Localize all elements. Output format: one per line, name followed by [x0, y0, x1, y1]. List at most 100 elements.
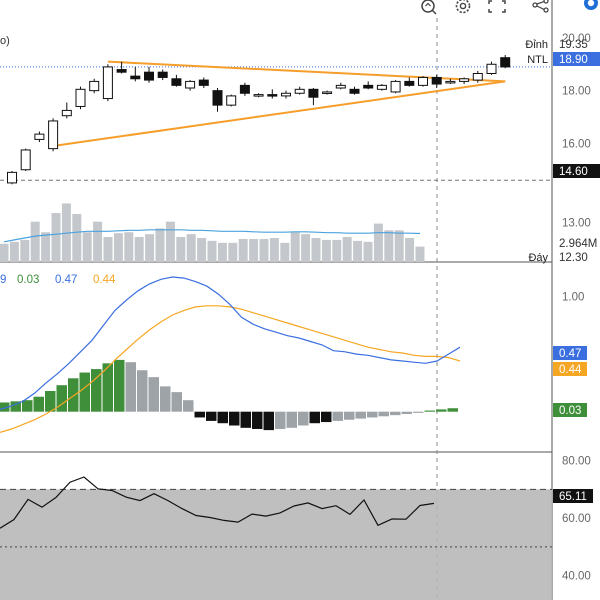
app-logo-icon	[584, 0, 598, 10]
volume-bar	[280, 242, 290, 262]
price-tag-value: 14.60	[559, 166, 588, 178]
candle-body	[144, 71, 154, 81]
macd-legend-value: 9	[0, 274, 6, 286]
price-tag-value: 19.35	[559, 39, 588, 51]
macd-histogram-bar	[183, 400, 194, 412]
volume-bar	[405, 238, 415, 262]
macd-histogram-bar	[194, 411, 205, 418]
macd-tag-value: 0.03	[559, 405, 581, 417]
macd-histogram-bar	[206, 411, 217, 421]
candle-body	[116, 69, 127, 73]
price-tag-value: 18.90	[559, 54, 588, 66]
macd-histogram-bar	[10, 401, 21, 412]
candle-body	[322, 91, 333, 94]
macd-histogram-bar	[160, 386, 171, 412]
candle-body	[48, 120, 59, 150]
candle-body	[486, 63, 497, 75]
macd-histogram-bar	[229, 411, 240, 426]
app-logo-button[interactable]	[578, 0, 600, 18]
macd-legend-value: 0.03	[17, 274, 39, 286]
macd-histogram-bar	[263, 411, 274, 431]
rsi-tick-label: 80.00	[562, 456, 591, 468]
candle-body	[20, 149, 31, 171]
volume-bar	[41, 232, 51, 262]
macd-histogram-bar	[56, 385, 67, 412]
candle-body	[212, 90, 223, 106]
candle-body	[294, 88, 305, 94]
price-tag-label: NTL	[527, 54, 548, 66]
macd-histogram-bar	[45, 390, 56, 412]
fullscreen-button[interactable]	[486, 0, 508, 18]
volume-bar	[113, 233, 123, 262]
macd-histogram-bar	[102, 363, 113, 412]
macd-histogram-bar	[240, 411, 251, 428]
zoom-reset-icon	[421, 0, 437, 15]
volume-bar	[186, 234, 196, 262]
zoom-reset-button[interactable]	[418, 0, 440, 18]
gear-icon	[455, 0, 471, 14]
price-tag-box	[553, 52, 600, 66]
volume-bar	[238, 238, 248, 262]
candle-body	[390, 80, 401, 93]
macd-histogram-bar	[367, 411, 378, 418]
candle-body	[253, 94, 264, 97]
macd-histogram-bar	[252, 411, 263, 429]
rsi-tick-label: 40.00	[562, 571, 591, 583]
candle-body	[185, 80, 196, 89]
candle-body	[102, 66, 113, 100]
volume-bar	[20, 239, 30, 262]
macd-histogram-bar	[424, 410, 435, 412]
macd-histogram-bar	[447, 408, 458, 412]
volume-bar	[269, 238, 279, 262]
price-tag-box	[553, 164, 600, 178]
candle-body	[500, 57, 511, 68]
macd-histogram-bar	[413, 411, 424, 413]
share-icon	[532, 0, 549, 13]
macd-histogram-bar	[378, 411, 389, 417]
macd-tick-label: 1.00	[562, 292, 584, 304]
candle-body	[472, 73, 483, 81]
macd-histogram-bar	[217, 411, 228, 424]
macd-histogram-bar	[275, 411, 286, 429]
settings-button[interactable]	[452, 0, 474, 18]
macd-histogram-bar	[148, 377, 159, 412]
volume-bar	[124, 232, 134, 262]
volume-bar	[290, 232, 300, 262]
candle-body	[130, 75, 141, 80]
volume-bar	[217, 242, 227, 262]
volume-bar	[259, 238, 269, 262]
macd-histogram-bar	[332, 411, 343, 421]
macd-histogram-bar	[33, 396, 44, 412]
candle-body	[34, 133, 45, 140]
trendline	[107, 60, 506, 83]
macd-histogram-bar	[22, 400, 33, 412]
volume-bar	[0, 243, 9, 262]
volume-bar	[176, 237, 186, 262]
price-tag-label: Đáy	[528, 252, 548, 264]
macd-histogram-bar	[0, 402, 10, 412]
macd-histogram-bar	[401, 411, 412, 414]
volume-bar	[321, 239, 331, 262]
price-tag-value: 2.964M	[559, 238, 597, 250]
candle-body	[363, 84, 374, 89]
volume-bar	[134, 237, 144, 262]
price-tick-label: 13.00	[562, 217, 591, 229]
share-button[interactable]	[530, 0, 552, 18]
macd-histogram-bar	[286, 411, 297, 428]
volume-bar	[9, 241, 19, 262]
volume-bar	[145, 234, 155, 262]
volume-bar	[384, 230, 394, 262]
macd-histogram-bar	[321, 411, 332, 423]
volume-bar	[342, 237, 352, 262]
volume-bar	[373, 223, 383, 262]
candle-body	[7, 171, 17, 184]
volume-bar	[353, 240, 363, 262]
macd-histogram-bar	[137, 370, 148, 412]
rsi-tag-box	[553, 489, 593, 503]
candle-body	[61, 109, 72, 117]
macd-histogram-bar	[436, 409, 447, 412]
rsi-tag-value: 65.11	[559, 491, 587, 503]
candle-body	[267, 94, 278, 97]
volume-bar	[93, 221, 103, 262]
